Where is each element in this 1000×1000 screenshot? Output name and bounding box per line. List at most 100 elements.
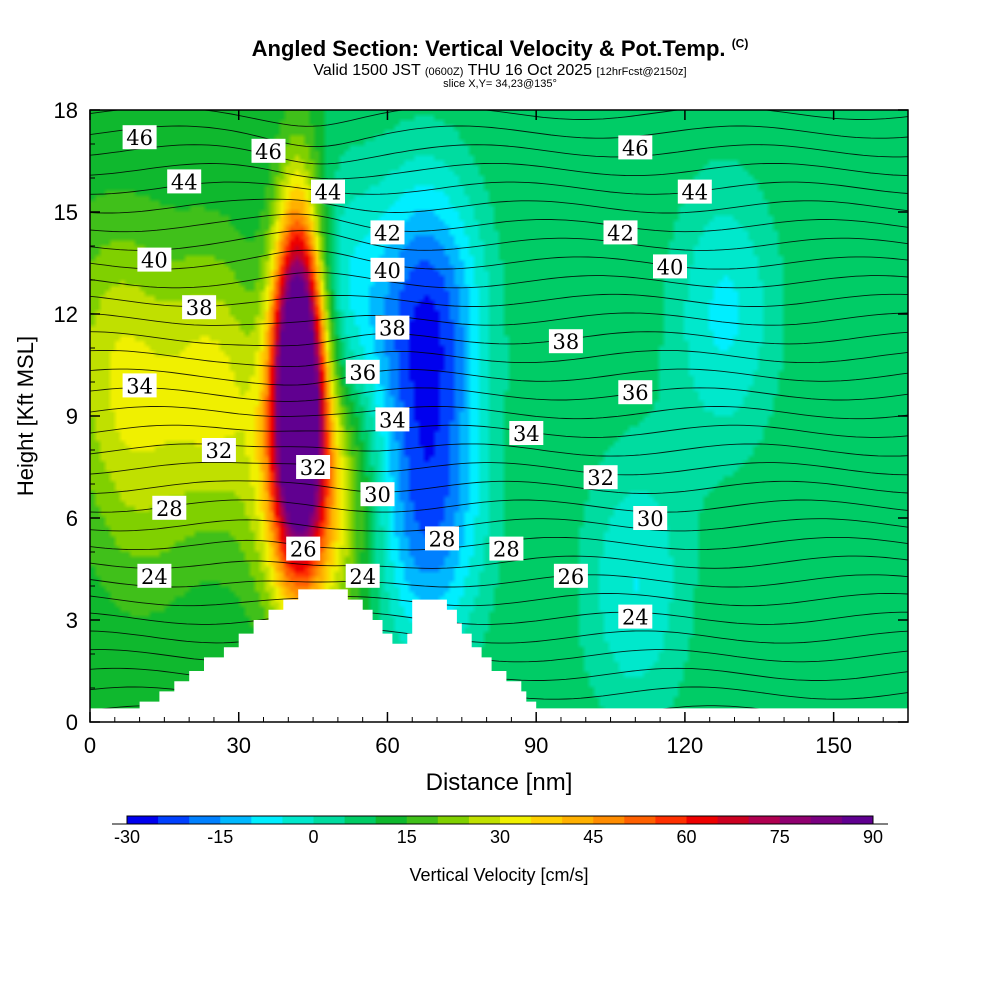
svg-text:32: 32	[300, 456, 327, 480]
isotherm-label: 30	[633, 506, 668, 531]
slice-info: slice X,Y= 34,23@135°	[443, 78, 557, 90]
svg-text:38: 38	[553, 330, 580, 354]
isotherm-label: 44	[677, 179, 712, 205]
svg-text:46: 46	[126, 126, 153, 150]
colorbar-tick-label: 90	[863, 827, 883, 847]
svg-text:24: 24	[349, 565, 376, 589]
svg-text:38: 38	[186, 296, 213, 320]
y-tick-label: 6	[66, 506, 78, 531]
isotherm-line	[90, 424, 908, 438]
svg-text:42: 42	[607, 221, 634, 245]
svg-text:42: 42	[374, 221, 401, 245]
isotherm-label: 26	[286, 536, 321, 562]
isotherm-label: 34	[509, 421, 544, 446]
isotherm-line	[90, 368, 908, 386]
isotherm-label: 32	[201, 438, 236, 463]
isotherm-label: 38	[548, 329, 583, 354]
y-tick-label: 0	[66, 710, 78, 735]
colorbar-tick-label: 45	[583, 827, 603, 847]
isotherm-line	[90, 349, 908, 368]
colorbar-swatch	[468, 816, 501, 824]
isotherm-label: 40	[137, 247, 172, 273]
svg-text:40: 40	[657, 255, 684, 279]
colorbar-swatch	[748, 816, 781, 824]
svg-text:44: 44	[681, 181, 708, 205]
svg-text:26: 26	[558, 565, 585, 589]
isotherm-line	[90, 593, 908, 607]
colorbar-swatch	[406, 816, 439, 824]
isotherm-line	[90, 499, 908, 513]
x-tick-label: 120	[667, 733, 704, 758]
svg-text:46: 46	[255, 140, 282, 164]
colorbar-tick-label: 15	[397, 827, 417, 847]
colorbar-tick-label: 0	[308, 827, 318, 847]
svg-text:32: 32	[206, 439, 233, 463]
colorbar-tick-label: 75	[770, 827, 790, 847]
colorbar-swatch	[841, 816, 874, 824]
isotherm-label: 34	[375, 407, 410, 432]
x-tick-label: 30	[226, 733, 250, 758]
isotherm-label: 24	[137, 563, 172, 589]
svg-text:38: 38	[379, 317, 406, 341]
svg-text:40: 40	[374, 259, 401, 283]
isotherm-line	[90, 230, 908, 251]
isotherm-label: 46	[122, 125, 157, 150]
colorbar-swatch	[810, 816, 843, 824]
isotherm-line	[90, 144, 908, 165]
isotherm-line	[90, 480, 908, 494]
colorbar-swatch	[717, 816, 750, 824]
isotherm-line	[90, 312, 908, 326]
colorbar-swatch	[158, 816, 190, 824]
colorbar-swatch	[593, 816, 625, 824]
x-axis-label: Distance [nm]	[426, 769, 573, 796]
isotherm-line	[90, 198, 908, 214]
x-tick-label: 150	[815, 733, 852, 758]
svg-text:34: 34	[513, 422, 540, 446]
isotherm-line	[90, 611, 908, 625]
isotherm-line	[90, 162, 908, 180]
isotherm-label: 46	[251, 138, 286, 164]
colorbar-tick-label: 30	[490, 827, 510, 847]
y-tick-label: 9	[66, 404, 78, 429]
y-tick-label: 12	[54, 302, 78, 327]
isotherm-label: 28	[425, 526, 459, 551]
colorbar-swatch	[655, 816, 687, 824]
isotherm-label: 42	[370, 220, 405, 245]
x-tick-label: 90	[524, 733, 548, 758]
y-axis-label: Height [Kft MSL]	[13, 336, 38, 496]
colorbar-swatch	[437, 816, 470, 824]
x-tick-label: 0	[84, 733, 96, 758]
y-tick-label: 15	[54, 200, 78, 225]
isotherm-line	[90, 293, 908, 307]
isotherm-label: 26	[553, 563, 588, 589]
isotherm-label: 30	[360, 482, 395, 507]
svg-text:34: 34	[126, 374, 153, 398]
svg-text:24: 24	[622, 606, 649, 630]
svg-text:46: 46	[622, 136, 649, 160]
isotherm-label: 40	[653, 254, 687, 279]
y-tick-label: 3	[66, 608, 78, 633]
chart-title: Angled Section: Vertical Velocity & Pot.…	[251, 36, 749, 61]
svg-text:28: 28	[493, 538, 520, 562]
isotherm-label: 36	[618, 380, 653, 405]
isotherm-line	[90, 89, 908, 104]
colorbar: -30 -15 0 15 30 45 60 75 90	[112, 815, 888, 847]
isotherm-line	[90, 331, 908, 347]
colorbar-swatch	[127, 816, 159, 824]
colorbar-swatch	[500, 816, 532, 824]
svg-text:40: 40	[141, 249, 168, 273]
colorbar-swatch	[375, 816, 408, 824]
isotherm-label: 42	[603, 220, 638, 245]
colorbar-swatch	[562, 816, 594, 824]
isotherm-label: 44	[311, 179, 345, 205]
colorbar-swatch	[686, 816, 719, 824]
isotherm-label: 36	[345, 359, 380, 385]
isotherm-line	[90, 406, 908, 420]
colorbar-tick-label: -15	[207, 827, 233, 847]
colorbar-swatch	[282, 816, 314, 824]
isotherm-line	[90, 627, 908, 644]
isotherm-line	[90, 518, 908, 532]
